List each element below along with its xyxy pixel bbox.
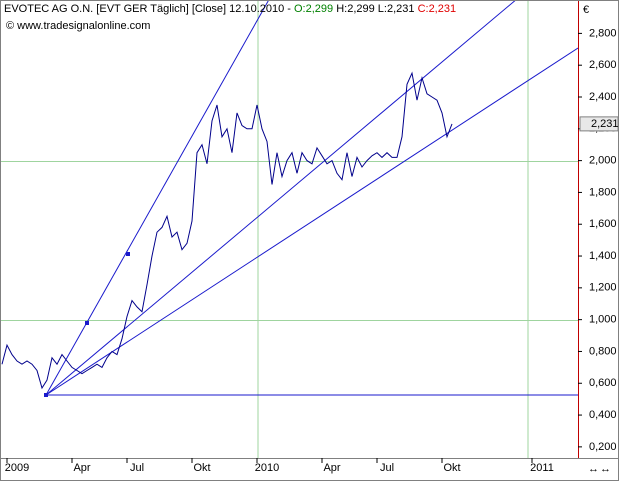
scroll-arrows[interactable]: ↔: [600, 463, 611, 475]
fan-handle[interactable]: [126, 252, 130, 256]
fan-line: [45, 0, 270, 396]
current-price-label: 2,231: [591, 118, 619, 130]
y-tick-label: 1,600: [589, 218, 617, 230]
grid: [0, 0, 578, 458]
y-tick-label: 0,400: [589, 409, 617, 421]
title-text: EVOTEC AG O.N. [EVT GER Täglich] [Close]…: [4, 3, 291, 15]
fan-line: [45, 0, 517, 396]
x-tick-label: Jul: [130, 462, 144, 474]
ohlc-open: O:2,299: [294, 3, 333, 15]
x-tick-label: 2011: [530, 462, 554, 474]
y-tick-label: 1,400: [589, 250, 617, 262]
x-tick-label: Apr: [73, 462, 90, 474]
fan-handle[interactable]: [85, 321, 89, 325]
x-tick-label: 2010: [255, 462, 279, 474]
price-line: [1, 71, 453, 390]
chart-title: EVOTEC AG O.N. [EVT GER Täglich] [Close]…: [4, 3, 456, 15]
x-tick-label: Apr: [323, 462, 340, 474]
y-tick-label: 2,600: [589, 59, 617, 71]
x-tick-label: Okt: [193, 462, 210, 474]
y-tick-label: 2,400: [589, 91, 617, 103]
y-tick-label: 0,600: [589, 377, 617, 389]
fan-handle[interactable]: [44, 393, 48, 397]
x-tick-label: 2009: [5, 462, 29, 474]
x-tick-label: Okt: [443, 462, 460, 474]
y-tick-label: 0,200: [589, 441, 617, 453]
ohlc-low: L:2,231: [378, 3, 415, 15]
y-tick-label: 1,000: [589, 314, 617, 326]
watermark: © www.tradesignalonline.com: [6, 20, 150, 32]
x-tick-label: Jul: [380, 462, 394, 474]
y-tick-label: 1,200: [589, 282, 617, 294]
y-tick-label: 1,800: [589, 186, 617, 198]
currency: €: [583, 4, 589, 16]
scroll-arrows[interactable]: ↔: [588, 463, 599, 475]
gann-fan: [44, 0, 578, 397]
series-layer: [1, 71, 453, 390]
ohlc-close: C:2,231: [418, 3, 457, 15]
y-tick-label: 2,800: [589, 27, 617, 39]
fan-line: [45, 47, 578, 396]
ohlc-high: H:2,299: [336, 3, 375, 15]
y-tick-label: 0,800: [589, 345, 617, 357]
y-tick-label: 2,000: [589, 155, 617, 167]
current-price-box: [579, 116, 619, 132]
